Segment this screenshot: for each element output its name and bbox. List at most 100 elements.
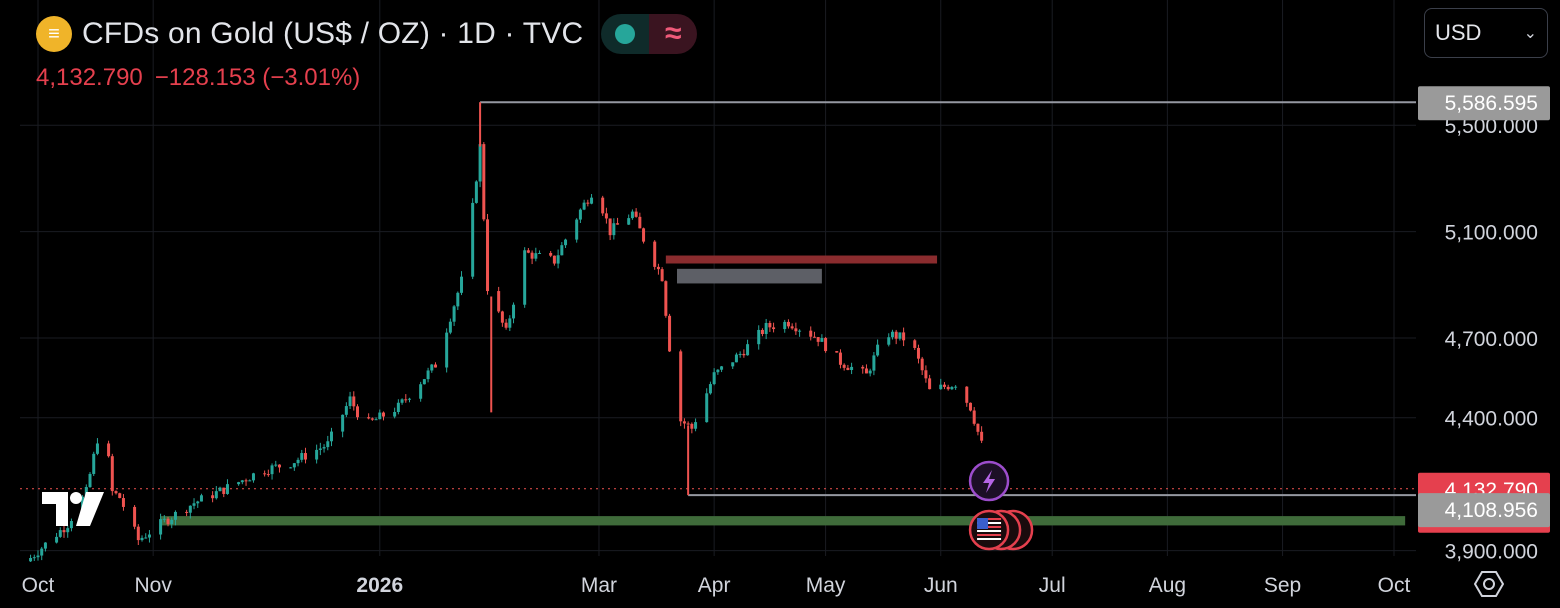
candle-body	[534, 253, 538, 259]
candle-body	[40, 548, 44, 556]
candle-body	[612, 223, 616, 236]
candle	[147, 530, 151, 543]
candle-body	[352, 396, 356, 407]
candle	[430, 363, 434, 373]
candle	[794, 322, 798, 335]
candle	[708, 381, 712, 395]
candle	[244, 478, 248, 486]
candle	[734, 352, 738, 363]
candle	[460, 271, 464, 296]
candle	[92, 451, 96, 477]
approx-wave-icon[interactable]: ≈	[649, 14, 698, 54]
candle-body	[199, 495, 203, 502]
candle-body	[300, 453, 304, 460]
candle	[946, 384, 950, 391]
x-tick-label: 2026	[356, 574, 403, 597]
candle	[162, 515, 166, 523]
candle	[277, 464, 281, 473]
candle	[552, 255, 556, 266]
candle-body	[601, 197, 605, 214]
candle	[482, 142, 486, 222]
candle-body	[972, 410, 976, 424]
candle-body	[746, 344, 750, 356]
quote-line: 4,132.790 −128.153 (−3.01%)	[36, 64, 360, 92]
candle-body	[656, 266, 660, 270]
zone-supply	[665, 255, 938, 264]
candle-body	[638, 216, 642, 229]
candle	[218, 486, 222, 492]
candle	[790, 323, 794, 330]
candle-body	[682, 421, 686, 424]
symbol-title[interactable]: CFDs on Gold (US$ / OZ) · 1D · TVC	[82, 17, 584, 50]
candle	[225, 479, 229, 495]
us-flag-event-icon[interactable]	[968, 509, 1034, 551]
candle	[731, 362, 735, 370]
candle-body	[315, 449, 319, 460]
candle-body	[173, 511, 177, 520]
candle-body	[712, 372, 716, 385]
candle-body	[430, 364, 434, 371]
candle-body	[842, 364, 846, 368]
candle	[920, 356, 924, 376]
candle-body	[222, 487, 226, 494]
candle-body	[820, 338, 824, 342]
candle	[66, 525, 70, 538]
candle	[355, 404, 359, 420]
candle-body	[29, 558, 33, 562]
candle-body	[289, 467, 293, 469]
candle-body	[950, 387, 954, 390]
candle	[916, 344, 920, 364]
candle-body	[118, 493, 122, 499]
candle-body	[783, 321, 787, 330]
candle	[950, 386, 954, 391]
candle	[968, 402, 972, 412]
candle	[742, 349, 746, 358]
candle	[199, 493, 203, 502]
candle-body	[575, 219, 579, 240]
candle-body	[445, 332, 449, 368]
candle	[679, 349, 683, 427]
candle-body	[147, 534, 151, 538]
candle-body	[114, 491, 118, 494]
candle	[760, 328, 764, 337]
market-open-dot-icon[interactable]	[601, 14, 650, 54]
candle	[32, 554, 36, 561]
candle	[144, 533, 148, 539]
candle	[876, 339, 880, 357]
candle-body	[296, 459, 300, 464]
status-pills[interactable]: ≈	[601, 14, 698, 54]
candle	[251, 472, 255, 483]
candle	[720, 365, 724, 373]
candle-body	[590, 197, 594, 204]
level-label-high[interactable]: 5,586.595	[1418, 86, 1550, 121]
candle-body	[382, 412, 386, 417]
chart-settings-icon[interactable]	[1474, 569, 1504, 599]
candle	[783, 319, 787, 333]
candle-body	[772, 327, 776, 330]
currency-select[interactable]: USD ⌄	[1424, 8, 1548, 58]
candle	[612, 218, 616, 240]
candle-body	[504, 322, 508, 328]
lightning-event-icon[interactable]	[968, 460, 1010, 502]
x-tick-label: Sep	[1264, 574, 1301, 597]
candle	[69, 518, 73, 532]
candle-body	[196, 501, 200, 504]
candle	[95, 438, 99, 456]
candle-body	[448, 321, 452, 333]
candle-body	[679, 351, 683, 422]
candle-body	[225, 484, 229, 494]
candle-body	[954, 386, 958, 388]
candle-body	[794, 328, 798, 332]
candle-body	[240, 480, 244, 483]
candle	[705, 388, 709, 423]
candle	[638, 212, 642, 229]
candle-body	[812, 336, 816, 338]
candle-body	[616, 223, 620, 225]
level-label-low[interactable]: 4,108.956	[1418, 493, 1550, 528]
candle	[222, 487, 226, 498]
candle-body	[408, 398, 412, 400]
flag-canton	[977, 518, 989, 529]
candle	[456, 291, 460, 311]
candle-body	[69, 521, 73, 529]
